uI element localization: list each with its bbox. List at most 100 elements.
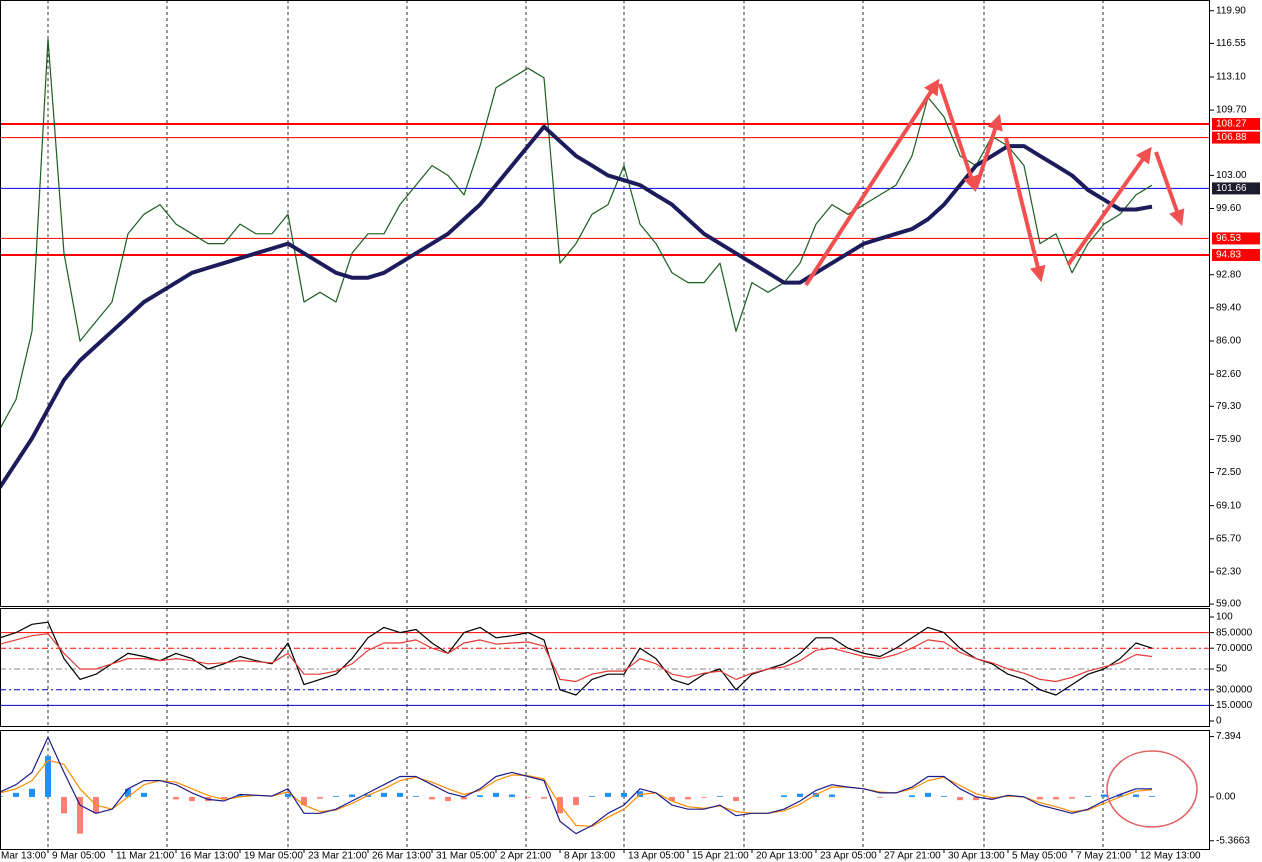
highlight-circle	[1106, 750, 1198, 828]
histogram-bar	[1085, 796, 1091, 797]
histogram-bar	[701, 796, 707, 798]
histogram-bar	[957, 796, 963, 801]
y-tick-label: 109.70	[1216, 105, 1247, 116]
histogram-bar	[909, 795, 915, 797]
x-tick-label: 13 Apr 05:00	[628, 851, 685, 862]
histogram-bar	[1149, 796, 1155, 797]
y-tick-label: 0	[1216, 716, 1222, 727]
histogram-bar	[925, 792, 931, 797]
x-tick-label: 23 Apr 05:00	[820, 851, 877, 862]
x-tick-label: 30 Apr 13:00	[948, 851, 1005, 862]
x-tick-label: 16 Mar 13:00	[180, 851, 239, 862]
histogram-bar	[333, 796, 339, 797]
price-level-box	[1212, 118, 1260, 131]
y-tick-label: 65.70	[1216, 533, 1241, 544]
histogram-bar	[349, 794, 355, 797]
y-tick-label: 30.0000	[1216, 684, 1253, 695]
histogram-bar	[605, 792, 611, 797]
histogram-bar	[1101, 794, 1107, 797]
x-tick-label: 20 Apr 13:00	[756, 851, 813, 862]
histogram-bar	[797, 793, 803, 797]
y-tick-label: 99.60	[1216, 203, 1241, 214]
histogram-bar	[973, 796, 979, 801]
y-tick-label: 86.00	[1216, 336, 1241, 347]
histogram-bar	[573, 796, 579, 806]
y-tick-label: 103.00	[1216, 170, 1247, 181]
histogram-bar	[381, 792, 387, 797]
plot-area	[0, 0, 1210, 850]
y-tick-label: 0.00	[1216, 792, 1236, 803]
histogram-bar	[0, 796, 3, 797]
x-tick-label: 2 Apr 21:00	[500, 851, 552, 862]
arrow	[938, 83, 979, 193]
x-tick-label: 7 May 21:00	[1076, 851, 1131, 862]
histogram-bar	[781, 795, 787, 797]
price-level-label: 101.66	[1216, 183, 1247, 194]
histogram-bar	[141, 792, 147, 797]
y-tick-label: 113.10	[1216, 72, 1246, 83]
x-tick-label: 5 May 05:00	[1012, 851, 1067, 862]
x-tick-label: 9 Mar 05:00	[52, 851, 106, 862]
histogram-bar	[509, 794, 515, 797]
histogram-bar	[1133, 794, 1139, 797]
x-tick-label: Mar 13:00	[1, 851, 46, 862]
price-level-label: 108.27	[1216, 119, 1247, 130]
histogram-bar	[429, 796, 435, 800]
histogram-bar	[397, 792, 403, 797]
y-tick-label: 69.10	[1216, 500, 1241, 511]
y-tick-label: 89.40	[1216, 303, 1241, 314]
price-level-box	[1212, 131, 1260, 144]
y-tick-label: 79.30	[1216, 401, 1241, 412]
x-tick-label: 12 May 13:00	[1140, 851, 1201, 862]
histogram-bar	[285, 793, 291, 797]
panel-frame	[0, 730, 1210, 850]
series-line	[0, 124, 1153, 490]
histogram-bar	[189, 796, 195, 802]
x-tick-label: 31 Mar 05:00	[436, 851, 495, 862]
price-level-label: 106.88	[1216, 132, 1247, 143]
histogram-bar	[941, 796, 947, 797]
arrow	[1066, 146, 1152, 267]
x-tick-label: 8 Apr 13:00	[564, 851, 616, 862]
y-tick-label: 7.394	[1216, 731, 1241, 742]
histogram-bar	[717, 796, 723, 797]
histogram-bar	[13, 792, 19, 797]
series-line	[0, 759, 1153, 827]
x-tick-label: 27 Apr 21:00	[884, 851, 941, 862]
histogram-bar	[29, 788, 35, 797]
histogram-bar	[877, 796, 883, 798]
y-tick-label: 72.50	[1216, 467, 1241, 478]
x-tick-label: 15 Apr 21:00	[692, 851, 749, 862]
histogram-bar	[477, 795, 483, 797]
arrow	[1004, 137, 1046, 283]
histogram-bar	[301, 796, 307, 806]
histogram-bar	[61, 796, 67, 814]
arrow	[1154, 151, 1185, 227]
y-tick-label: 82.60	[1216, 369, 1241, 380]
y-tick-label: 100	[1216, 612, 1233, 623]
histogram-bar	[1117, 794, 1123, 797]
histogram-bar	[125, 788, 131, 797]
histogram-bar	[413, 796, 419, 797]
histogram-bar	[589, 796, 595, 797]
y-tick-label: 62.30	[1216, 567, 1241, 578]
histogram-bar	[221, 796, 227, 799]
series-line	[0, 621, 1153, 696]
x-tick-label: 11 Mar 21:00	[116, 851, 175, 862]
histogram-bar	[829, 794, 835, 797]
price-level-box	[1212, 248, 1260, 261]
series-line	[0, 38, 1153, 430]
histogram-bar	[733, 796, 739, 802]
histogram-bar	[525, 796, 531, 798]
histogram-bar	[1037, 796, 1043, 800]
histogram-bar	[45, 756, 51, 797]
price-level-box	[1212, 232, 1260, 245]
histogram-bar	[445, 796, 451, 802]
arrow	[804, 78, 940, 287]
annotations	[804, 78, 1185, 287]
y-tick-label: -5.3663	[1216, 835, 1250, 846]
x-tick-label: 26 Mar 13:00	[372, 851, 431, 862]
series-line	[0, 633, 1153, 683]
